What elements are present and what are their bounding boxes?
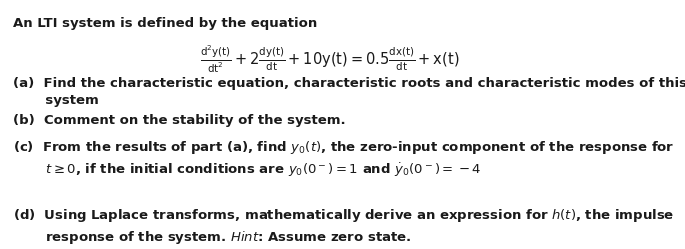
Text: (c)  From the results of part (a), find $y_0(t)$, the zero-input component of th: (c) From the results of part (a), find $… [13, 139, 675, 179]
Text: An LTI system is defined by the equation: An LTI system is defined by the equation [13, 17, 317, 30]
Text: (b)  Comment on the stability of the system.: (b) Comment on the stability of the syst… [13, 114, 346, 127]
Text: (d)  Using Laplace transforms, mathematically derive an expression for $h(t)$, t: (d) Using Laplace transforms, mathematic… [13, 207, 674, 246]
Text: $\mathdefault{\frac{d^2y(t)}{dt^2} + 2\frac{dy(t)}{dt} + 10y(t) = 0.5\frac{dx(t): $\mathdefault{\frac{d^2y(t)}{dt^2} + 2\f… [200, 44, 460, 75]
Text: (a)  Find the characteristic equation, characteristic roots and characteristic m: (a) Find the characteristic equation, ch… [13, 77, 685, 107]
